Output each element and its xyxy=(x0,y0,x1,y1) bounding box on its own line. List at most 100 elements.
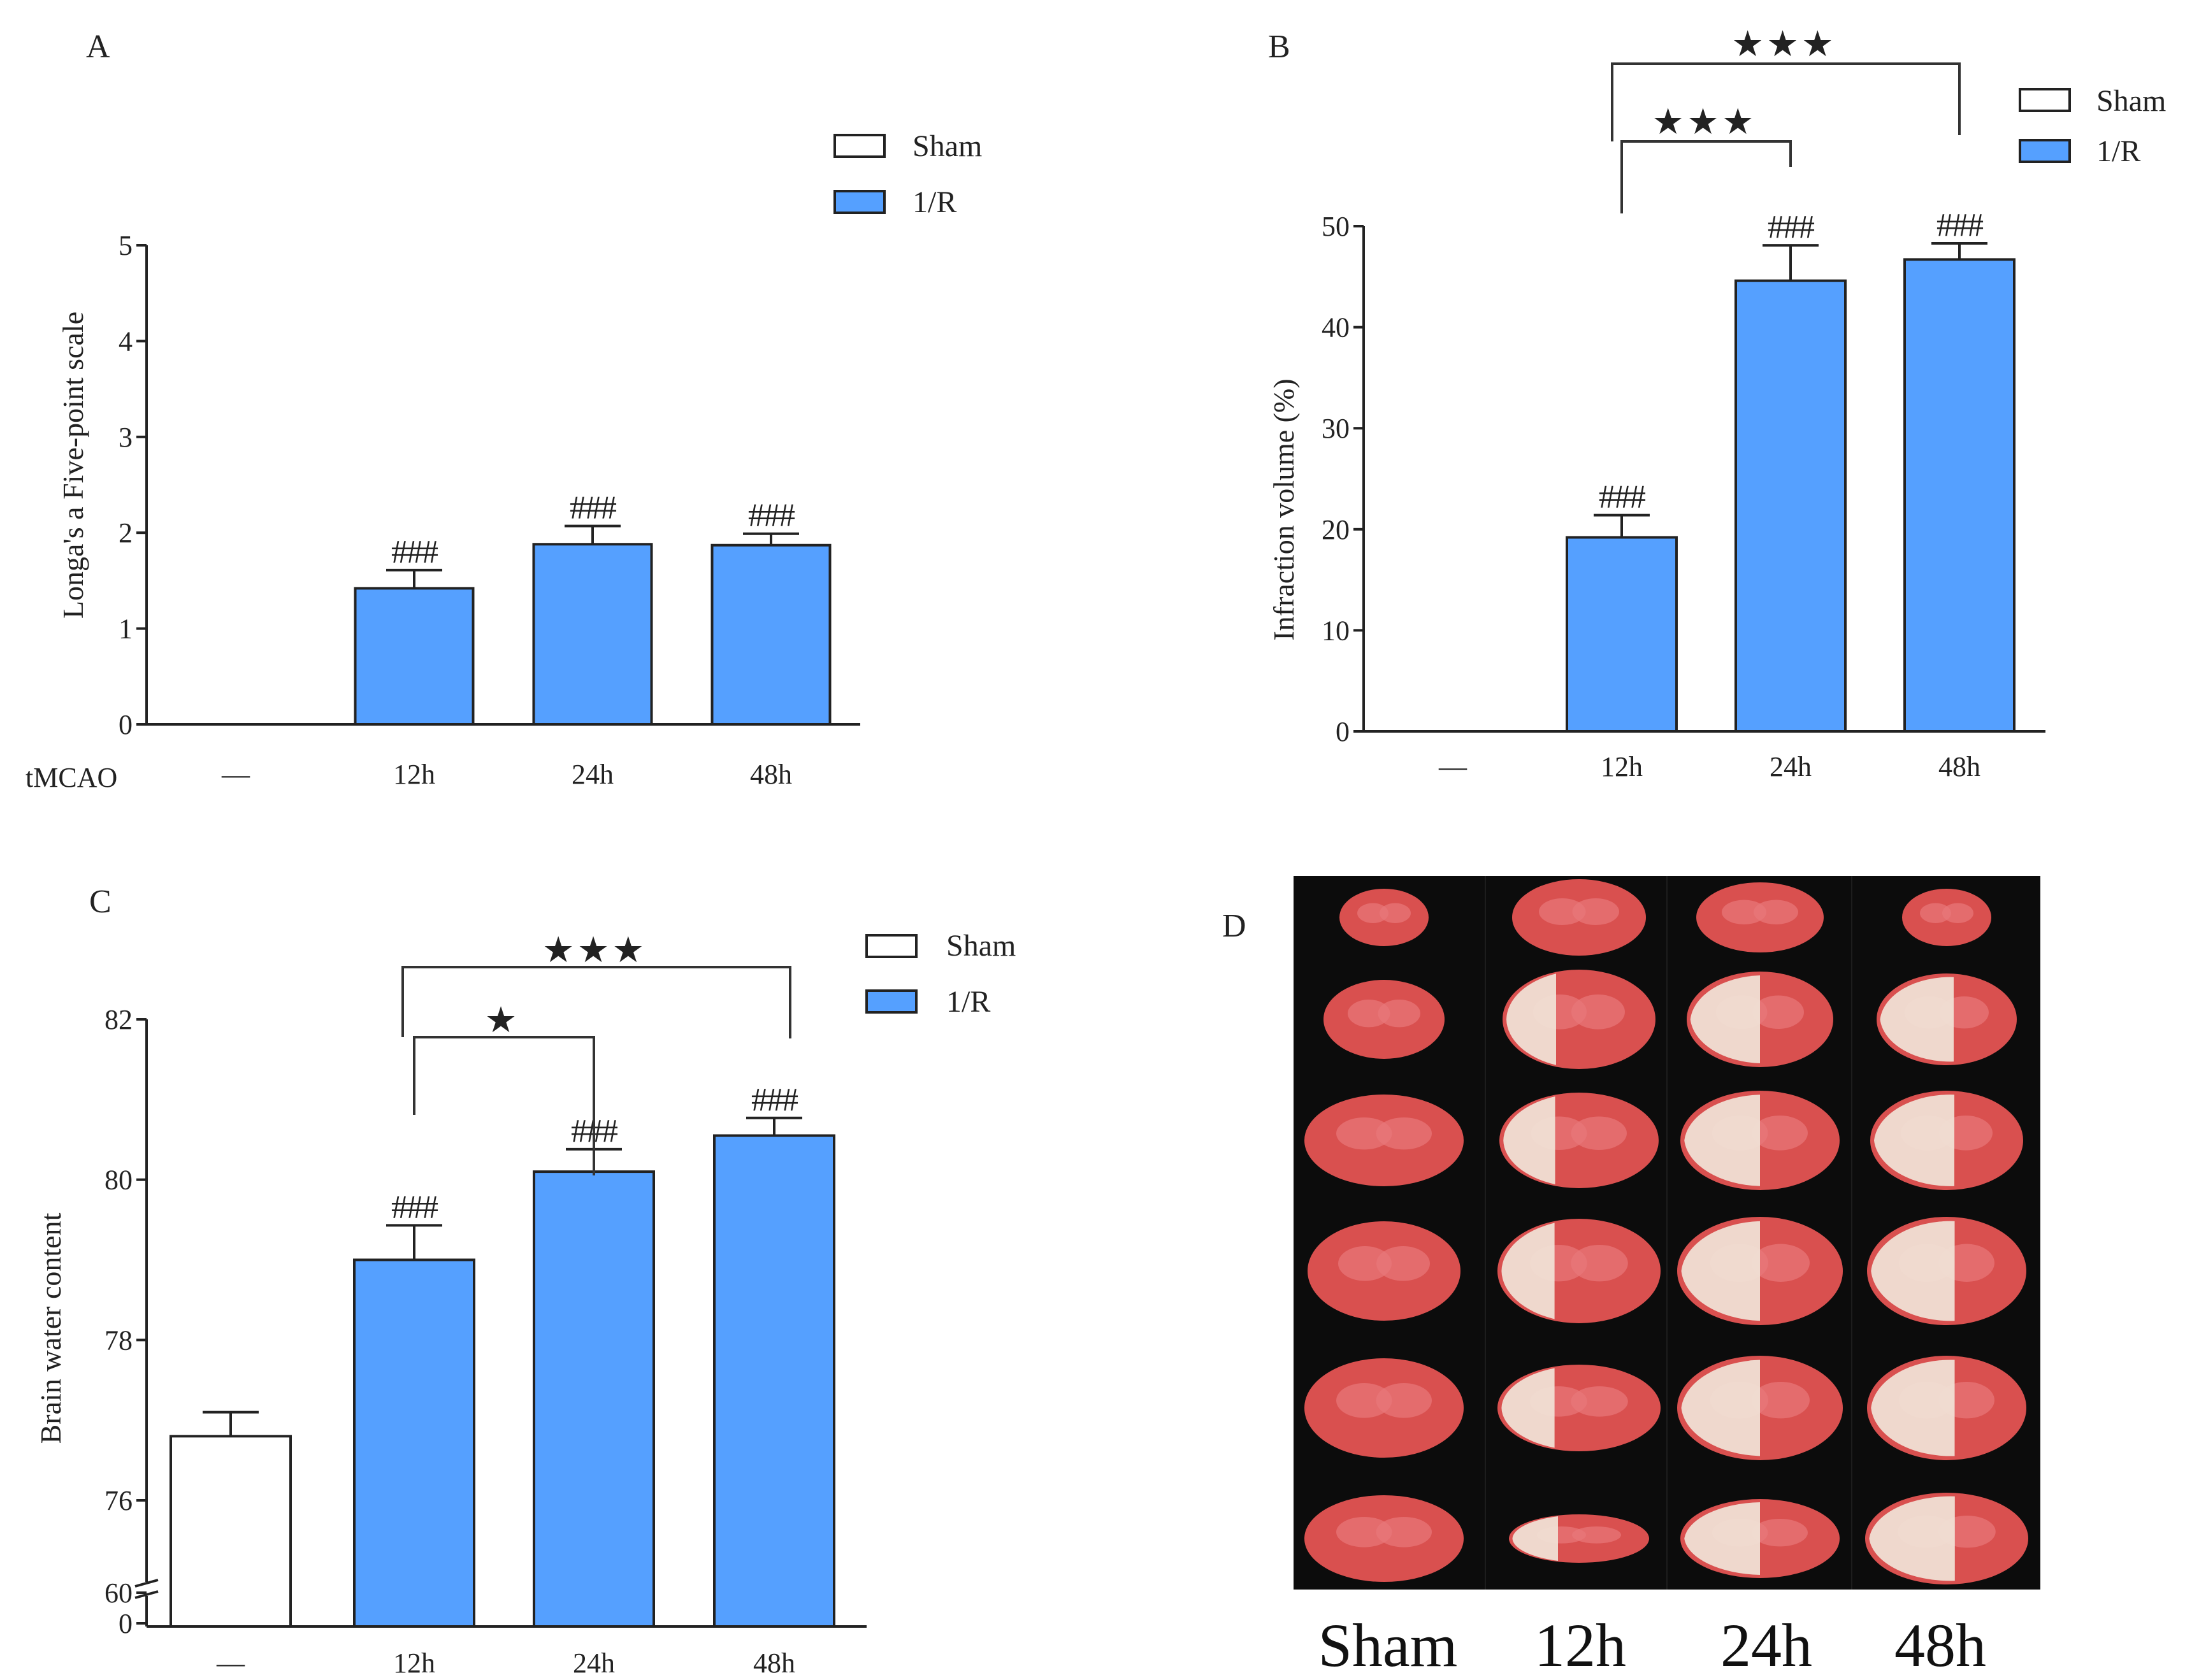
infarct-region xyxy=(1501,1223,1555,1319)
brain-section-highlight xyxy=(1754,900,1798,924)
panel-c-axis-break-mark xyxy=(134,1590,159,1599)
y-tick-label: 60 xyxy=(105,1577,133,1609)
panel-a-bars: ### ### ### xyxy=(354,490,832,726)
y-tick-label: 5 xyxy=(119,230,133,261)
panel-c-legend: Sham 1/R xyxy=(865,929,1016,1019)
x-tick-label: — xyxy=(221,759,250,790)
brain-section-highlight xyxy=(1380,903,1411,923)
brain-section-highlight xyxy=(1572,898,1619,925)
bracket-significance-label: ★★★ xyxy=(1654,104,1758,140)
photo-column-divider xyxy=(1666,876,1668,1590)
brain-section-highlight xyxy=(1539,898,1586,925)
infarct-region xyxy=(1512,1516,1558,1561)
y-tick-label: 0 xyxy=(1336,716,1350,747)
comparison-bracket xyxy=(413,1036,595,1175)
panel-c-bars: ######### xyxy=(169,1082,835,1628)
brain-section-highlight xyxy=(1376,1117,1432,1150)
bar-24h xyxy=(532,543,653,726)
bar-12h xyxy=(1566,536,1678,733)
significance-label: ### xyxy=(391,534,438,570)
panel-c-x-ticks: — 12h 24h 48h xyxy=(216,1648,795,1679)
panel-a-x-axis-prefix: tMCAO xyxy=(25,762,117,793)
x-tick-label: — xyxy=(1438,751,1467,782)
y-tick-label: 50 xyxy=(1322,211,1350,242)
infarct-region xyxy=(1503,1096,1555,1184)
bracket-significance-label: ★★★ xyxy=(1733,26,1838,62)
panel-b-letter: B xyxy=(1268,29,1290,65)
brain-section-highlight xyxy=(1376,1246,1430,1281)
infarct-region xyxy=(1690,975,1760,1063)
panel-a-y-axis-label: Longa's a Five-point scale xyxy=(57,312,89,619)
brain-section-highlight xyxy=(1942,903,1973,923)
infarct-region xyxy=(1880,977,1954,1062)
panel-b-y-ticks: 0 10 20 30 40 50 xyxy=(1322,211,1364,747)
infarct-region xyxy=(1501,1368,1555,1448)
x-tick-label: 12h xyxy=(393,759,435,790)
brain-section-highlight xyxy=(1376,1517,1432,1547)
brain-section-highlight xyxy=(1571,1116,1627,1150)
legend-swatch-ir xyxy=(833,190,886,214)
bar-48h xyxy=(1903,258,2016,733)
panel-b-legend: Sham 1/R xyxy=(2019,84,2166,168)
infarct-region xyxy=(1506,973,1556,1065)
brain-section-highlight xyxy=(1752,1382,1810,1419)
panel-b-x-ticks: — 12h 24h 48h xyxy=(1438,751,1980,782)
bar-12h xyxy=(354,587,475,726)
brain-section-highlight xyxy=(1752,1116,1808,1151)
panel-c: C Sham 1/R Brain water content 060 76 78 80… xyxy=(34,884,1016,1679)
comparison-bracket xyxy=(1611,62,1961,141)
y-tick-label: 80 xyxy=(105,1165,133,1196)
bracket-significance-label: ★★★ xyxy=(544,932,649,968)
significance-label: ### xyxy=(1599,479,1646,515)
brain-section-highlight xyxy=(1572,1526,1621,1544)
y-tick-label: 10 xyxy=(1322,615,1350,646)
panel-b-bars: ### ### ### xyxy=(1566,207,2016,733)
photo-column-label: Sham xyxy=(1318,1611,1458,1679)
bar-24h xyxy=(1734,279,1847,733)
brain-section-highlight xyxy=(1752,1519,1808,1547)
photo-column-label: 48h xyxy=(1894,1611,1986,1679)
brain-section-highlight xyxy=(1378,1000,1420,1028)
y-tick-label: 3 xyxy=(119,422,133,453)
panel-b: B Sham 1/R Infraction volume (%) 0 10 20 30… xyxy=(1267,26,2166,782)
legend-swatch-sham xyxy=(865,934,918,958)
bar-12h xyxy=(353,1258,475,1628)
bar-48h xyxy=(713,1134,835,1628)
panel-c-letter: C xyxy=(89,884,112,920)
bar-24h xyxy=(533,1170,655,1628)
brain-section-highlight xyxy=(1571,1386,1628,1417)
ttc-brain-sections xyxy=(1304,879,2028,1584)
legend-swatch-sham xyxy=(2019,88,2071,112)
panel-b-brackets: ★★★ ★★★ xyxy=(1611,26,1961,213)
bracket-significance-label: ★ xyxy=(487,1002,522,1038)
y-tick-label: 30 xyxy=(1322,413,1350,444)
panel-d-column-labels: Sham 12h 24h 48h xyxy=(1318,1611,1986,1679)
panel-a-y-ticks: 0 1 2 3 4 5 xyxy=(119,230,147,740)
y-tick-label: 1 xyxy=(119,614,133,645)
y-tick-label: 82 xyxy=(105,1004,133,1035)
legend-swatch-ir xyxy=(2019,139,2071,163)
infarct-region xyxy=(1874,1095,1954,1186)
brain-section-highlight xyxy=(1752,995,1804,1029)
panel-d-letter: D xyxy=(1222,908,1246,944)
infarct-region xyxy=(1681,1360,1760,1456)
photo-column-label: 24h xyxy=(1720,1611,1812,1679)
panel-a-x-ticks: — 12h 24h 48h xyxy=(221,759,792,790)
significance-label: ### xyxy=(748,498,795,534)
brain-section-highlight xyxy=(1348,1000,1390,1028)
bar-48h xyxy=(710,543,832,726)
y-tick-label: 0 xyxy=(119,709,133,740)
legend-label-sham: Sham xyxy=(2096,84,2166,118)
brain-section-highlight xyxy=(1338,1246,1392,1281)
brain-section-highlight xyxy=(1336,1117,1392,1150)
brain-section-highlight xyxy=(1571,1245,1628,1282)
photo-column-divider xyxy=(1485,876,1486,1590)
panel-a-letter: A xyxy=(86,29,110,65)
significance-label: ### xyxy=(1936,207,1984,243)
panel-a: A Sham 1/R Longa's a Five-point scale tM… xyxy=(25,29,982,793)
x-tick-label: 48h xyxy=(1938,751,1980,782)
significance-label: ### xyxy=(570,490,617,526)
legend-label-ir: 1/R xyxy=(946,985,990,1019)
x-tick-label: 48h xyxy=(750,759,792,790)
infarct-region xyxy=(1684,1095,1760,1186)
